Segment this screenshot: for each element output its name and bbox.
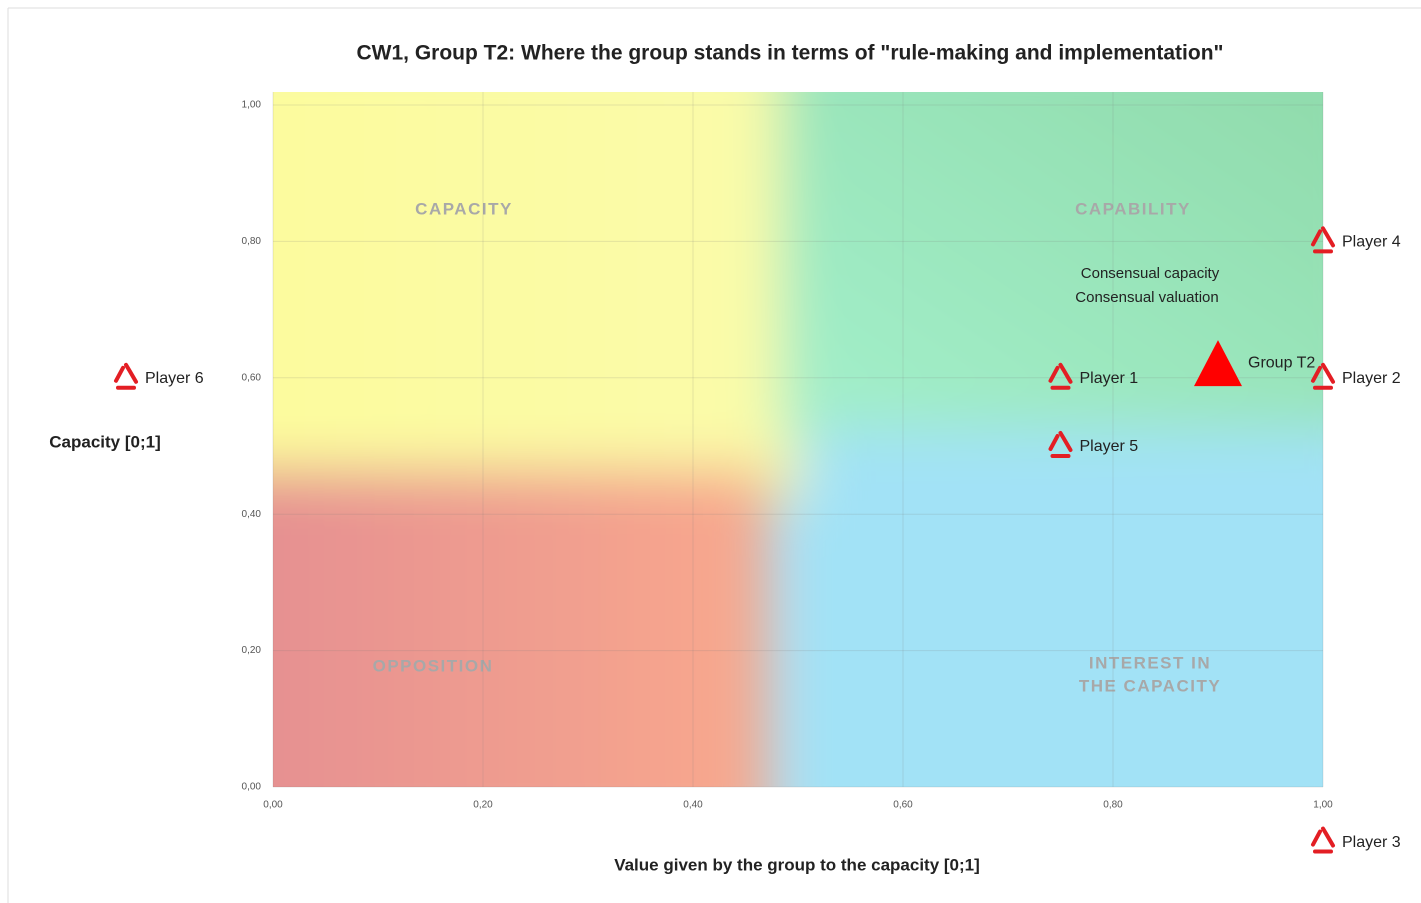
player-marker [1048, 362, 1073, 390]
point-label: Group T2 [1248, 354, 1315, 371]
x-axis-label: Value given by the group to the capacity… [614, 855, 980, 874]
x-tick-label: 0,20 [473, 800, 493, 811]
quadrant-label: THE CAPACITY [1079, 676, 1221, 695]
player-marker [1048, 431, 1073, 458]
annotation: Consensual capacity [1081, 265, 1220, 282]
annotation: Consensual valuation [1075, 289, 1218, 306]
quadrant-label: OPPOSITION [373, 656, 494, 675]
point-label: Player 4 [1342, 234, 1401, 251]
y-tick-label: 0,40 [242, 509, 262, 520]
point-label: Player 1 [1080, 370, 1139, 387]
point-label: Player 6 [145, 370, 204, 387]
y-tick-label: 0,20 [242, 645, 262, 656]
point-label: Player 5 [1080, 438, 1139, 455]
quadrant-label: CAPACITY [415, 199, 513, 218]
player-marker [114, 362, 138, 390]
plot-background [273, 92, 1323, 787]
quadrant-label: INTEREST IN [1089, 653, 1211, 672]
x-tick-label: 0,60 [893, 800, 913, 811]
player-marker [1311, 362, 1335, 390]
x-tick-label: 0,00 [263, 800, 283, 811]
y-tick-label: 1,00 [242, 100, 262, 111]
point-label: Player 3 [1342, 834, 1401, 851]
player-marker [1311, 826, 1335, 854]
y-tick-label: 0,00 [242, 782, 262, 793]
chart-title: CW1, Group T2: Where the group stands in… [357, 42, 1224, 65]
player-marker [1311, 226, 1335, 254]
x-tick-label: 0,40 [683, 800, 703, 811]
x-tick-label: 0,80 [1103, 800, 1123, 811]
group-marker [1194, 340, 1242, 387]
y-tick-label: 0,60 [242, 372, 262, 383]
x-tick-label: 1,00 [1313, 800, 1333, 811]
y-tick-label: 0,80 [242, 236, 262, 247]
point-label: Player 2 [1342, 370, 1401, 387]
quadrant-label: CAPABILITY [1075, 199, 1191, 218]
y-axis-label: Capacity [0;1] [49, 432, 160, 451]
